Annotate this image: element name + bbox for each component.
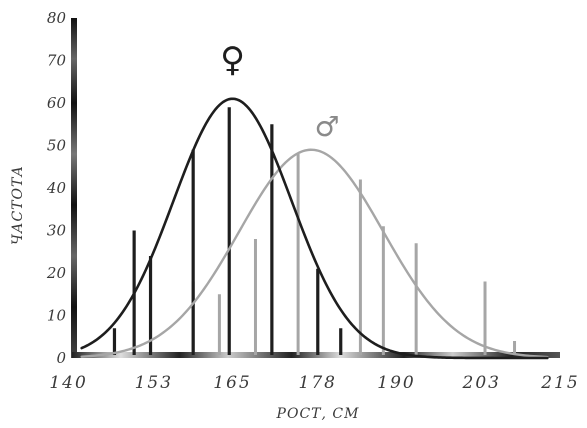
y-tick-label: 50 <box>47 137 67 155</box>
x-tick-label: 190 <box>377 373 415 393</box>
female-frequency-bar <box>191 149 195 355</box>
male-frequency-bar <box>296 154 300 355</box>
male-frequency-bar <box>358 179 362 355</box>
female-distribution-curve <box>80 97 549 360</box>
x-tick-labels: 140 153 165 178 190 203 215 <box>49 373 579 393</box>
histogram-bars <box>112 107 517 355</box>
distribution-curves <box>80 97 549 360</box>
male-frequency-bar <box>217 294 221 355</box>
x-tick-label: 203 <box>462 373 501 393</box>
y-axis-line <box>71 18 77 358</box>
series-symbols: ♀♂ <box>220 40 340 143</box>
female-frequency-bar <box>112 328 117 355</box>
female-symbol-icon: ♀ <box>220 40 245 80</box>
male-frequency-bar <box>414 243 418 355</box>
x-tick-label: 178 <box>299 373 337 393</box>
male-frequency-bar <box>381 226 385 355</box>
y-tick-labels: 0 10 20 30 40 50 60 70 80 <box>46 9 67 367</box>
male-symbol-icon: ♂ <box>315 110 340 143</box>
y-tick-label: 40 <box>46 179 67 197</box>
y-tick-label: 30 <box>47 222 67 240</box>
x-tick-label: 153 <box>135 373 173 393</box>
male-distribution-curve <box>80 148 549 359</box>
female-frequency-bar <box>339 328 343 355</box>
male-frequency-bar <box>253 239 257 355</box>
x-axis-title: РОСТ, СМ <box>276 406 360 422</box>
x-tick-label: 140 <box>49 373 87 393</box>
x-tick-label: 215 <box>540 373 579 393</box>
y-tick-label: 80 <box>47 9 67 27</box>
y-tick-label: 0 <box>56 349 66 367</box>
female-frequency-bar <box>316 268 320 355</box>
female-frequency-bar <box>227 107 231 355</box>
y-axis-title: ЧАСТОТА <box>10 165 26 245</box>
male-frequency-bar <box>483 281 487 355</box>
y-tick-label: 20 <box>46 264 67 282</box>
female-frequency-bar <box>270 124 274 355</box>
x-axis-line <box>72 352 560 358</box>
y-tick-label: 70 <box>47 52 67 70</box>
female-frequency-bar <box>148 256 153 355</box>
male-frequency-bar <box>513 341 517 355</box>
y-tick-label: 10 <box>47 307 67 325</box>
x-tick-label: 165 <box>213 373 251 393</box>
y-tick-label: 60 <box>47 94 67 112</box>
